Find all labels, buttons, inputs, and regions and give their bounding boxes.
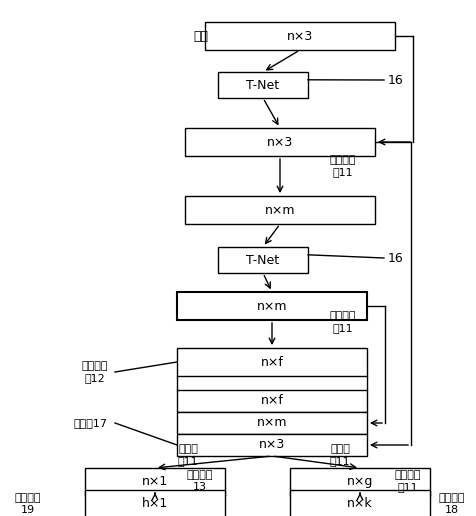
Text: 拼接制17: 拼接制17: [74, 418, 108, 428]
Text: 一维卷
积11: 一维卷 积11: [178, 444, 198, 466]
Text: n×f: n×f: [260, 356, 283, 368]
Text: 16: 16: [387, 251, 403, 265]
Text: n×f: n×f: [260, 395, 283, 408]
Bar: [177, 348, 366, 376]
Text: 第二输出
19: 第二输出 19: [15, 493, 41, 515]
Bar: [185, 196, 374, 224]
Text: 一维卷积
制11: 一维卷积 制11: [394, 470, 420, 492]
Text: n×g: n×g: [346, 476, 372, 489]
Text: h×1: h×1: [141, 497, 168, 510]
Bar: [177, 434, 366, 456]
Bar: [218, 72, 307, 98]
Text: n×3: n×3: [258, 439, 285, 452]
Text: 一维卷积
制11: 一维卷积 制11: [329, 155, 356, 177]
Text: 输入: 输入: [193, 29, 208, 42]
Text: 全连接层
13: 全连接层 13: [187, 470, 213, 492]
Text: n×3: n×3: [266, 136, 293, 149]
Text: 一维卷
积11: 一维卷 积11: [329, 444, 349, 466]
Text: n×m: n×m: [264, 203, 295, 217]
Bar: [177, 390, 366, 412]
Bar: [289, 468, 429, 496]
Text: n×m: n×m: [256, 416, 287, 429]
Text: T-Net: T-Net: [246, 78, 279, 91]
Text: n×1: n×1: [141, 476, 168, 489]
Text: n×3: n×3: [286, 29, 312, 42]
Bar: [85, 468, 225, 496]
Bar: [85, 490, 225, 516]
Text: 第一输出
18: 第一输出 18: [438, 493, 464, 515]
Text: 一维卷积
制11: 一维卷积 制11: [329, 311, 356, 333]
Bar: [289, 490, 429, 516]
Bar: [177, 292, 366, 320]
Text: n×m: n×m: [256, 299, 287, 313]
Bar: [177, 412, 366, 434]
Bar: [218, 247, 307, 273]
Text: 16: 16: [387, 73, 403, 87]
Bar: [185, 128, 374, 156]
Text: n×k: n×k: [347, 497, 372, 510]
Bar: [205, 22, 394, 50]
Text: T-Net: T-Net: [246, 253, 279, 266]
Text: 最大池化
制12: 最大池化 制12: [81, 361, 108, 383]
